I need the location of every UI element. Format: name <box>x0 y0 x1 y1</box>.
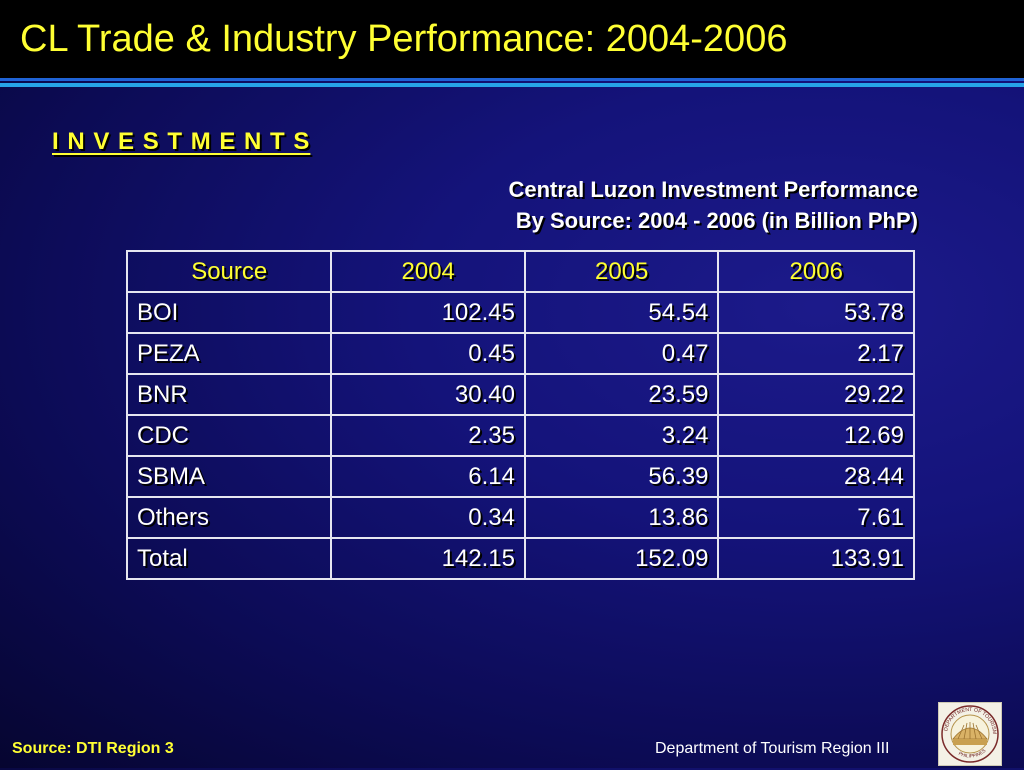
header-2005: 2005 <box>523 250 720 293</box>
source-note: Source: DTI Region 3 <box>12 740 174 757</box>
header-source: Source <box>125 250 333 293</box>
row-label: BNR <box>125 373 333 416</box>
header-2004: 2004 <box>330 250 526 293</box>
row-label: CDC <box>125 414 333 457</box>
cell-2005: 152.09 <box>523 537 720 580</box>
section-heading: I N V E S T M E N T S <box>52 128 311 155</box>
row-label: SBMA <box>125 455 333 498</box>
table-row: Others 0.34 13.86 7.61 <box>125 496 915 539</box>
cell-2006: 2.17 <box>717 332 915 375</box>
title-rule-dark <box>0 78 1024 81</box>
cell-2004: 6.14 <box>330 455 526 498</box>
cell-2004: 0.45 <box>330 332 526 375</box>
cell-2006: 7.61 <box>717 496 915 539</box>
title-bar: CL Trade & Industry Performance: 2004-20… <box>0 0 1024 78</box>
row-label: Others <box>125 496 333 539</box>
table-row: PEZA 0.45 0.47 2.17 <box>125 332 915 375</box>
row-label: PEZA <box>125 332 333 375</box>
table-caption-line-1: Central Luzon Investment Performance <box>508 177 918 202</box>
cell-2006: 53.78 <box>717 291 915 334</box>
cell-2004: 142.15 <box>330 537 526 580</box>
cell-2006: 28.44 <box>717 455 915 498</box>
row-label: BOI <box>125 291 333 334</box>
footer-organization: Department of Tourism Region III <box>655 740 890 757</box>
cell-2004: 2.35 <box>330 414 526 457</box>
cell-2005: 23.59 <box>523 373 720 416</box>
department-of-tourism-logo: DEPARTMENT OF TOURISM PHILIPPINES <box>938 702 1002 766</box>
cell-2004: 30.40 <box>330 373 526 416</box>
table-row: SBMA 6.14 56.39 28.44 <box>125 455 915 498</box>
row-label: Total <box>125 537 333 580</box>
table-row: BNR 30.40 23.59 29.22 <box>125 373 915 416</box>
cell-2005: 13.86 <box>523 496 720 539</box>
table-caption: Central Luzon Investment Performance By … <box>508 174 918 236</box>
title-rule-light <box>0 83 1024 87</box>
table-row: CDC 2.35 3.24 12.69 <box>125 414 915 457</box>
cell-2006: 12.69 <box>717 414 915 457</box>
seal-icon: DEPARTMENT OF TOURISM PHILIPPINES <box>941 705 999 763</box>
cell-2006: 29.22 <box>717 373 915 416</box>
header-2006: 2006 <box>717 250 915 293</box>
cell-2005: 54.54 <box>523 291 720 334</box>
investment-table: Source 2004 2005 2006 BOI 102.45 54.54 5… <box>125 250 915 580</box>
cell-2004: 102.45 <box>330 291 526 334</box>
table-row: BOI 102.45 54.54 53.78 <box>125 291 915 334</box>
table-row-total: Total 142.15 152.09 133.91 <box>125 537 915 580</box>
cell-2005: 56.39 <box>523 455 720 498</box>
cell-2006: 133.91 <box>717 537 915 580</box>
cell-2005: 0.47 <box>523 332 720 375</box>
slide-title: CL Trade & Industry Performance: 2004-20… <box>20 18 788 60</box>
cell-2005: 3.24 <box>523 414 720 457</box>
table-caption-line-2: By Source: 2004 - 2006 (in Billion PhP) <box>515 208 918 233</box>
table-header-row: Source 2004 2005 2006 <box>125 250 915 293</box>
cell-2004: 0.34 <box>330 496 526 539</box>
